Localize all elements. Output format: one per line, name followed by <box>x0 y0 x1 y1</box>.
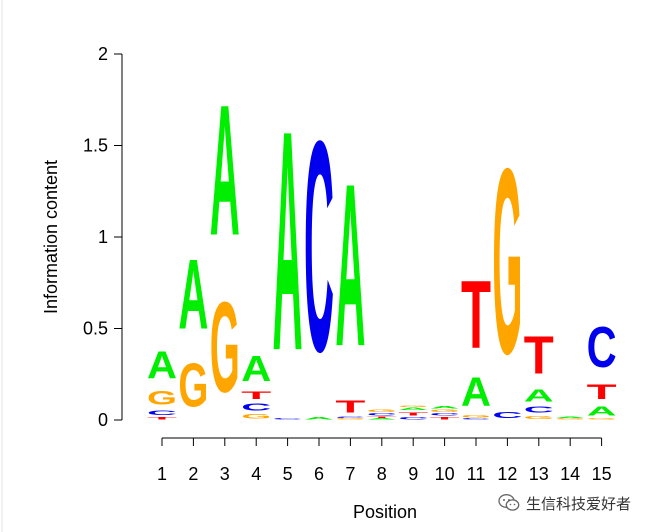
watermark: 生信科技爱好者 <box>498 490 658 516</box>
y-tick-label: 1 <box>98 227 108 247</box>
y-axis-label: Information content <box>41 160 61 314</box>
letter-C-pos-1: C <box>147 409 177 416</box>
letter-G-pos-7: G <box>335 418 365 420</box>
letter-C-pos-11: C <box>461 418 491 420</box>
x-axis-label: Position <box>353 502 417 522</box>
stack-pos-6: AC <box>304 80 334 420</box>
letter-G-pos-14: G <box>555 418 585 420</box>
letter-T-pos-9: T <box>398 411 428 416</box>
letter-C-pos-9: C <box>398 416 428 420</box>
letter-T-pos-13: T <box>524 324 554 385</box>
x-tick-label: 6 <box>314 464 324 484</box>
stack-pos-12: CG <box>492 115 522 420</box>
letter-G-pos-11: G <box>461 414 491 418</box>
stack-pos-5: CA <box>273 66 303 420</box>
letter-A-pos-1: A <box>147 343 177 388</box>
letter-T-pos-1: T <box>147 416 177 420</box>
letter-A-pos-11: A <box>461 369 491 415</box>
letter-C-pos-4: C <box>241 402 271 413</box>
letter-A-pos-4: A <box>241 350 271 390</box>
x-tick-label: 8 <box>377 464 387 484</box>
letter-T-pos-10: T <box>430 416 460 420</box>
x-tick-label: 3 <box>220 464 230 484</box>
letter-C-pos-7: C <box>335 416 365 418</box>
letter-G-pos-15: G <box>587 418 617 420</box>
x-tick-label: 11 <box>467 464 486 484</box>
letter-A-pos-10: A <box>430 405 460 409</box>
x-tick-label: 12 <box>497 464 517 484</box>
x-tick-label: 14 <box>560 464 580 484</box>
letter-A-pos-8: A <box>367 418 397 420</box>
y-tick-label: 2 <box>98 44 108 64</box>
x-tick-label: 13 <box>529 464 549 484</box>
letter-C-pos-12: C <box>492 411 522 420</box>
letter-T-pos-15: T <box>587 380 617 404</box>
y-tick-label: 1.5 <box>83 136 108 156</box>
letter-G-pos-8: G <box>367 409 397 413</box>
letter-T-pos-11: T <box>461 262 491 369</box>
letter-G-pos-13: G <box>524 414 554 420</box>
letter-C-pos-13: C <box>524 406 554 415</box>
stack-pos-3: GA <box>210 66 240 420</box>
letter-A-pos-7: A <box>335 136 365 395</box>
letter-A-pos-13: A <box>524 385 554 405</box>
letter-T-pos-4: T <box>241 389 271 402</box>
letter-G-pos-3: G <box>210 276 240 420</box>
letter-C-pos-10: C <box>430 413 460 417</box>
y-axis: 0 0.5 1 1.5 2 <box>83 44 123 430</box>
stack-pos-14: GA <box>555 416 585 420</box>
x-tick-label: 7 <box>345 464 355 484</box>
letter-G-pos-12: G <box>492 115 522 410</box>
letter-C-pos-8: C <box>367 413 397 417</box>
y-tick-label: 0.5 <box>83 319 108 339</box>
letter-G-pos-4: G <box>241 413 271 420</box>
letter-A-pos-14: A <box>555 416 585 418</box>
x-tick-label: 9 <box>408 464 418 484</box>
letter-A-pos-9: A <box>398 407 428 411</box>
letter-A-pos-15: A <box>587 403 617 418</box>
x-tick-label: 2 <box>188 464 198 484</box>
letter-T-pos-7: T <box>335 396 366 416</box>
letter-A-pos-6: A <box>304 416 334 420</box>
x-tick-label: 15 <box>592 464 612 484</box>
letter-G-pos-9: G <box>398 405 428 407</box>
x-axis: 1 2 3 4 5 6 7 8 9 10 11 12 13 14 15 <box>157 437 612 484</box>
letter-C-pos-5: C <box>273 418 303 420</box>
letter-G-pos-2: G <box>178 350 208 420</box>
letter-G-pos-1: G <box>147 387 177 409</box>
stack-pos-2: GA <box>178 240 208 420</box>
watermark-text: 生信科技爱好者 <box>526 494 632 513</box>
x-tick-label: 10 <box>435 464 455 484</box>
x-tick-label: 4 <box>251 464 261 484</box>
letter-G-pos-10: G <box>430 409 460 413</box>
x-tick-label: 5 <box>283 464 293 484</box>
letter-C-pos-15: C <box>587 316 617 380</box>
letter-A-pos-5: A <box>273 66 303 416</box>
x-tick-label: 1 <box>157 464 167 484</box>
wechat-icon <box>498 494 520 511</box>
letter-C-pos-6: C <box>304 80 334 415</box>
letter-A-pos-3: A <box>210 66 240 274</box>
letter-A-pos-2: A <box>178 240 208 351</box>
letter-T-pos-8: T <box>367 416 397 418</box>
y-tick-label: 0 <box>98 410 108 430</box>
